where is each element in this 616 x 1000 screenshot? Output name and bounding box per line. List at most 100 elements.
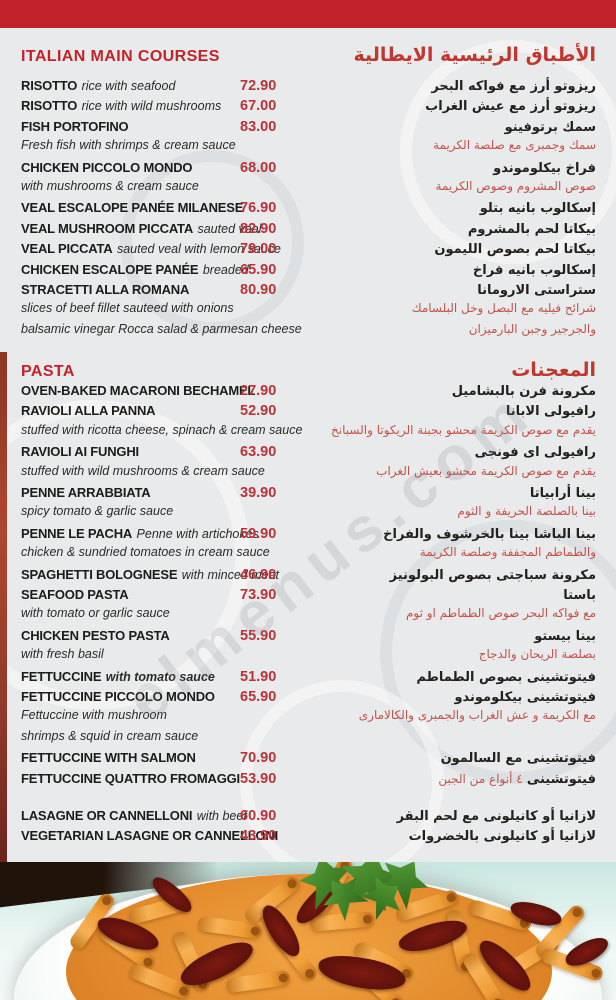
menu-note-row: Fresh fish with shrimps & cream sauce سمك…	[21, 138, 596, 158]
arabic-text: بصلصة الريحان والدجاج	[478, 647, 596, 662]
menu-item-row: RAVIOLI AI FUNGHI 63.90 رافيولى اى فونجى	[21, 443, 596, 463]
item-name: PENNE LE PACHA	[21, 525, 133, 541]
arabic-text: فيتوتشينى	[526, 771, 596, 787]
item-arabic: فراخ بيكلوموندو	[298, 161, 596, 176]
item-arabic: فيتوتشينى مع السالمون	[298, 751, 596, 766]
menu-note-row: Fettuccine with mushroom مع الكريمة و عش …	[21, 708, 596, 728]
arabic-text: يقدم مع صوص الكريمة محشو بعيش الغراب	[376, 463, 596, 478]
arabic-text: فراخ بيكلوموندو	[493, 160, 596, 176]
item-price: 68.00	[240, 159, 277, 176]
item-arabic: مكرونة فرن بالبشاميل	[298, 384, 596, 399]
item-price: 83.00	[240, 118, 277, 135]
item-arabic: لازانيا أو كانيلونى بالخضروات	[298, 829, 596, 844]
item-price: 27.90	[240, 383, 277, 400]
arabic-text: ريزوتو أرز مع عيش الغراب	[425, 99, 596, 115]
item-price: 52.90	[240, 403, 277, 420]
arabic-text: والطماطم المجففة وصلصة الكريمة	[419, 545, 596, 560]
note-text: stuffed with ricotta cheese, spinach & c…	[21, 422, 303, 437]
item-text: RAVIOLI ALLA PANNA	[21, 402, 240, 420]
item-desc: Penne with artichokes	[136, 526, 259, 541]
item-desc: breaded	[202, 262, 249, 277]
item-price: 39.90	[240, 485, 277, 502]
item-arabic: بينا الباشا بينا بالخرشوف والفراخ	[298, 527, 596, 542]
item-text: RAVIOLI AI FUNGHI	[21, 443, 240, 461]
item-text: FETTUCCINE with tomato sauce	[21, 668, 240, 686]
item-arabic: مع الكريمة و عش الغراب والجمبرى والكالام…	[298, 708, 596, 723]
menu-item-row: PENNE LE PACHA Penne with artichokes 59.9…	[21, 525, 596, 545]
arabic-text: إسكالوب بانيه فراخ	[472, 262, 596, 278]
item-arabic: بينا أرابياتا	[298, 486, 596, 501]
item-price: 65.90	[240, 261, 277, 278]
item-name: VEAL PICCATA	[21, 241, 113, 257]
menu-item-row: RISOTTO rice with wild mushrooms 67.00 ريز…	[21, 97, 596, 117]
note-text: with fresh basil	[21, 647, 104, 662]
arabic-text: مكرونة سباجتى بصوص البولونيز	[389, 567, 596, 583]
item-price: 67.00	[240, 98, 277, 115]
item-arabic: شرائح فيليه مع البصل وخل البلسامك	[298, 301, 596, 316]
item-name: FETTUCCINE	[21, 668, 102, 684]
arabic-text: مع الكريمة و عش الغراب والجمبرى والكالام…	[358, 708, 596, 723]
menu-note-row: shrimps & squid in cream sauce	[21, 729, 596, 749]
item-arabic: لازانيا أو كانيلونى مع لحم البقر	[298, 809, 596, 824]
item-price: 43.90	[240, 828, 277, 845]
item-name: FETTUCCINE PICCOLO MONDO	[21, 688, 215, 704]
note-text: stuffed with wild mushrooms & cream sauc…	[21, 463, 265, 478]
item-name: CHICKEN ESCALOPE PANÉE	[21, 261, 199, 277]
arabic-text: باستا	[563, 587, 596, 603]
item-arabic: فيتوتشينى بصوص الطماطم	[298, 670, 596, 685]
arabic-text: لازانيا أو كانيلونى بالخضروات	[408, 829, 596, 845]
dish-photo	[0, 862, 616, 1000]
menu-item-row: CHICKEN PICCOLO MONDO 68.00 فراخ بيكلوموند…	[21, 159, 596, 179]
item-text: STRACETTI ALLA ROMANA	[21, 281, 240, 299]
item-desc: rice with wild mushrooms	[81, 99, 222, 114]
item-arabic: يقدم مع صوص الكريمة محشو بجبنة الريكوتا …	[298, 423, 596, 438]
arabic-text: بينا بالصلصة الحريفة و الثوم	[457, 504, 596, 519]
arabic-text: ستراستى الارومانا	[477, 282, 596, 298]
item-desc: sauted veal with lemon sauce	[116, 242, 281, 257]
item-arabic: والجرجير وجبن البارميزان	[298, 322, 596, 337]
note-text: Fresh fish with shrimps & cream sauce	[21, 138, 236, 153]
item-arabic: بيكاتا لحم بالمشروم	[298, 222, 596, 237]
item-name: CHICKEN PESTO PASTA	[21, 627, 170, 643]
item-name: RAVIOLI ALLA PANNA	[21, 403, 156, 419]
section-italian-main-courses: ITALIAN MAIN COURSES الأطباق الرئيسية ال…	[21, 44, 596, 342]
section-rows: RISOTTO rice with seafood 72.90 ريزوتو أرز…	[21, 77, 596, 342]
arabic-text: رافيولى الابانا	[505, 404, 596, 420]
menu-item-row: CHICKEN PESTO PASTA 55.90 بينا بيستو	[21, 627, 596, 647]
menu-item-row: RAVIOLI ALLA PANNA 52.90 رافيولى الابانا	[21, 402, 596, 422]
arabic-text: والجرجير وجبن البارميزان	[468, 321, 596, 336]
menu-item-row: PENNE ARRABBIATA 39.90 بينا أرابياتا	[21, 484, 596, 504]
item-arabic: بصلصة الريحان والدجاج	[298, 647, 596, 662]
item-arabic: إسكالوب بانيه بتلو	[298, 201, 596, 216]
item-desc: with tomato sauce	[105, 669, 215, 684]
arabic-text: إسكالوب بانيه بتلو	[479, 201, 596, 217]
item-price: 60.90	[240, 807, 277, 824]
section-header: ITALIAN MAIN COURSES الأطباق الرئيسية ال…	[21, 44, 596, 66]
item-name: OVEN-BAKED MACARONI BECHAMEL	[21, 383, 256, 399]
item-name: PENNE ARRABBIATA	[21, 485, 151, 501]
item-arabic: ستراستى الارومانا	[298, 283, 596, 298]
left-red-strip	[0, 352, 7, 862]
note-text: shrimps & squid in cream sauce	[21, 728, 199, 743]
menu-item-row: CHICKEN ESCALOPE PANÉE breaded 65.90 إسكال…	[21, 261, 596, 281]
item-text: LASAGNE OR CANNELLONI with beef	[21, 807, 247, 825]
menu-note-row: stuffed with wild mushrooms & cream sauc…	[21, 464, 596, 484]
arabic-text: سمك برتوفينو	[504, 119, 596, 135]
arabic-text: فيتوتشينى مع السالمون	[440, 751, 596, 767]
section-title-english: PASTA	[21, 363, 75, 381]
item-arabic: رافيولى الابانا	[298, 404, 596, 419]
item-arabic: ريزوتو أرز مع عيش الغراب	[298, 99, 596, 114]
item-name: RISOTTO	[21, 98, 78, 114]
item-arabic: ريزوتو أرز مع فواكه البحر	[298, 79, 596, 94]
item-arabic: صوص المشروم وصوص الكريمة	[298, 179, 596, 194]
item-price: 59.90	[240, 525, 277, 542]
item-text: FETTUCCINE PICCOLO MONDO	[21, 688, 240, 706]
row-spacer	[21, 790, 596, 807]
menu-note-row: chicken & sundried tomatoes in cream sau…	[21, 545, 596, 565]
item-name: VEAL ESCALOPE PANÉE MILANESE	[21, 200, 244, 216]
menu-item-row: VEAL PICCATA sauted veal with lemon sauc…	[21, 240, 596, 260]
item-text: VEAL MUSHROOM PICCATA sauted veal	[21, 220, 261, 238]
arabic-text: بينا الباشا بينا بالخرشوف والفراخ	[383, 526, 596, 542]
item-text: VEAL ESCALOPE PANÉE MILANESE	[21, 199, 244, 217]
item-arabic: بينا بيستو	[298, 629, 596, 644]
